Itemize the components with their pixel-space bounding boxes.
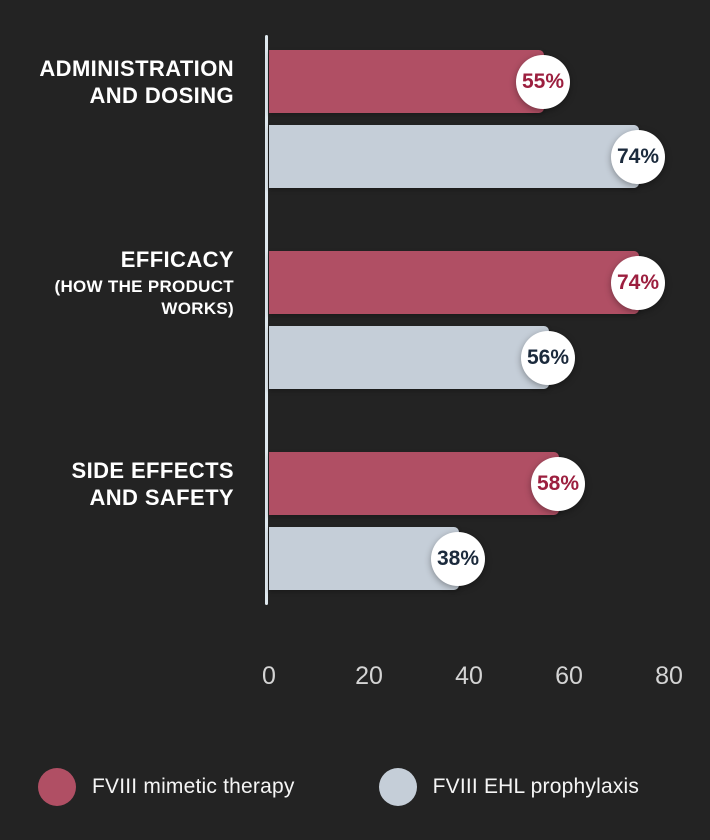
tick-label: 80 bbox=[655, 662, 683, 690]
value-badge: 74% bbox=[611, 129, 665, 184]
legend-item-mimetic: FVIII mimetic therapy bbox=[38, 768, 295, 806]
bar-group: EFFICACY (HOW THE PRODUCT WORKS) 74% 56% bbox=[0, 246, 710, 389]
tick-label: 40 bbox=[455, 662, 483, 690]
legend-label-mimetic: FVIII mimetic therapy bbox=[92, 775, 295, 798]
category-label: EFFICACY (HOW THE PRODUCT WORKS) bbox=[54, 246, 234, 318]
bar-ehl: 74% bbox=[269, 125, 665, 188]
bar-mimetic: 58% bbox=[269, 452, 585, 515]
legend-swatch-ehl bbox=[378, 768, 417, 806]
bar-group: ADMINISTRATION AND DOSING 55% 74% bbox=[0, 50, 710, 188]
legend: FVIII mimetic therapy FVIII EHL prophyla… bbox=[38, 768, 639, 806]
value-badge: 38% bbox=[431, 531, 485, 586]
tick-label: 20 bbox=[355, 662, 383, 690]
tick-label: 0 bbox=[262, 662, 276, 690]
value-badge: 56% bbox=[521, 330, 575, 385]
bar-ehl: 56% bbox=[269, 326, 575, 389]
bar-group: SIDE EFFECTS AND SAFETY 58% 38% bbox=[0, 452, 710, 590]
y-axis-line bbox=[265, 35, 268, 605]
bar-mimetic: 55% bbox=[269, 50, 570, 113]
category-label: ADMINISTRATION AND DOSING bbox=[39, 55, 234, 108]
legend-swatch-mimetic bbox=[38, 768, 76, 806]
legend-label-ehl: FVIII EHL prophylaxis bbox=[432, 775, 640, 798]
x-axis-ticks: 0 20 40 60 80 bbox=[262, 662, 710, 694]
bar-ehl: 38% bbox=[269, 527, 485, 590]
tick-label: 60 bbox=[555, 662, 583, 690]
value-badge: 74% bbox=[611, 255, 665, 310]
bar-mimetic: 74% bbox=[269, 251, 665, 314]
category-label: SIDE EFFECTS AND SAFETY bbox=[71, 457, 234, 510]
chart-groups: ADMINISTRATION AND DOSING 55% 74% EFFICACY (H… bbox=[0, 50, 710, 653]
value-badge: 58% bbox=[531, 456, 585, 511]
legend-item-ehl: FVIII EHL prophylaxis bbox=[378, 768, 640, 806]
value-badge: 55% bbox=[516, 54, 570, 109]
